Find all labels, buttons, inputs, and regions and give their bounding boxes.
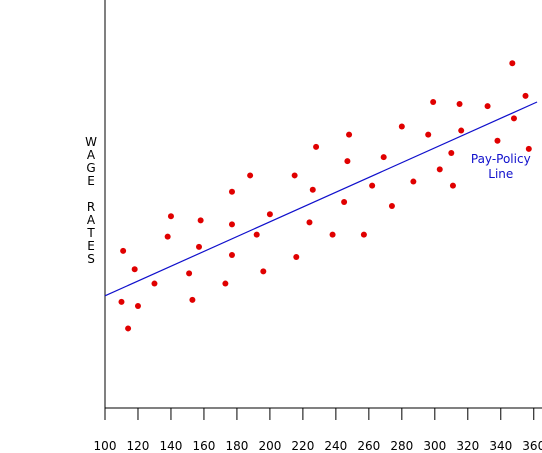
data-point [247, 172, 254, 179]
data-point [228, 221, 235, 228]
data-point [449, 182, 456, 189]
data-point [344, 158, 351, 165]
y-label-letter: G [86, 161, 96, 175]
x-tick-label: 160 [192, 439, 215, 453]
data-point [430, 99, 437, 105]
x-tick-label: 100 [94, 439, 117, 453]
data-point [510, 115, 517, 122]
data-point [120, 247, 127, 254]
data-point [118, 298, 125, 305]
data-point [410, 178, 417, 185]
data-point [253, 231, 260, 238]
data-point [388, 203, 395, 210]
data-point [291, 172, 298, 179]
data-point [329, 231, 336, 238]
annotation-line: Line [488, 167, 513, 181]
data-point [228, 252, 235, 258]
data-point [309, 186, 316, 193]
y-label-letter: T [87, 226, 95, 240]
data-point [456, 101, 463, 108]
data-point [494, 137, 501, 144]
x-tick-label: 140 [160, 439, 183, 453]
y-label-letter: S [87, 252, 95, 266]
data-point [151, 280, 158, 287]
x-tick-label: 200 [258, 439, 281, 453]
y-label-letter: A [86, 213, 96, 227]
data-point [346, 131, 353, 138]
data-point [458, 127, 465, 134]
y-label-letter: W [85, 135, 97, 149]
data-point [228, 188, 235, 195]
y-label-letter: R [86, 200, 96, 214]
y-label-letter: E [87, 239, 95, 253]
data-point [222, 280, 229, 287]
data-point [425, 131, 432, 138]
data-point [398, 123, 405, 130]
data-point [167, 213, 174, 220]
x-tick-label: 240 [324, 439, 347, 453]
data-point [260, 268, 267, 275]
x-axis-ticks [104, 408, 535, 420]
data-point [313, 143, 320, 150]
data-point [125, 325, 132, 332]
data-point [436, 166, 443, 173]
x-tick-label: 220 [291, 439, 314, 453]
x-tick-label: 300 [423, 439, 446, 453]
x-tick-label: 360 [522, 439, 542, 453]
data-point [380, 154, 387, 161]
x-tick-label: 180 [225, 439, 248, 453]
x-tick-label: 340 [489, 439, 512, 453]
pay-policy-line [104, 101, 538, 297]
data-point [134, 303, 141, 309]
x-tick-label: 260 [357, 439, 380, 453]
data-point [186, 270, 193, 277]
data-point [448, 150, 455, 156]
data-point [484, 103, 491, 110]
data-point [525, 145, 532, 152]
data-point [341, 198, 348, 205]
data-points [118, 60, 532, 332]
y-label-letter: A [86, 148, 96, 162]
data-point [293, 254, 300, 261]
annotation-line: Pay-Policy [471, 152, 531, 166]
data-point [195, 243, 202, 250]
x-tick-label: 320 [456, 439, 479, 453]
data-point [369, 182, 376, 189]
data-point [189, 296, 196, 303]
x-axis-tick-labels: 100 120 140 160 180 200 220 240 260 280 300 320 340 3… [94, 439, 542, 453]
pay-policy-line-label: Pay-Policy Line [471, 152, 531, 181]
data-point [509, 60, 516, 67]
data-point [522, 92, 529, 99]
data-point [131, 266, 138, 273]
data-point [197, 217, 204, 224]
x-tick-label: 280 [390, 439, 413, 453]
y-label-letter: E [87, 174, 95, 188]
data-point [266, 211, 273, 218]
data-point [360, 231, 367, 238]
x-tick-label: 120 [127, 439, 150, 453]
data-point [164, 233, 171, 240]
data-point [306, 219, 313, 226]
